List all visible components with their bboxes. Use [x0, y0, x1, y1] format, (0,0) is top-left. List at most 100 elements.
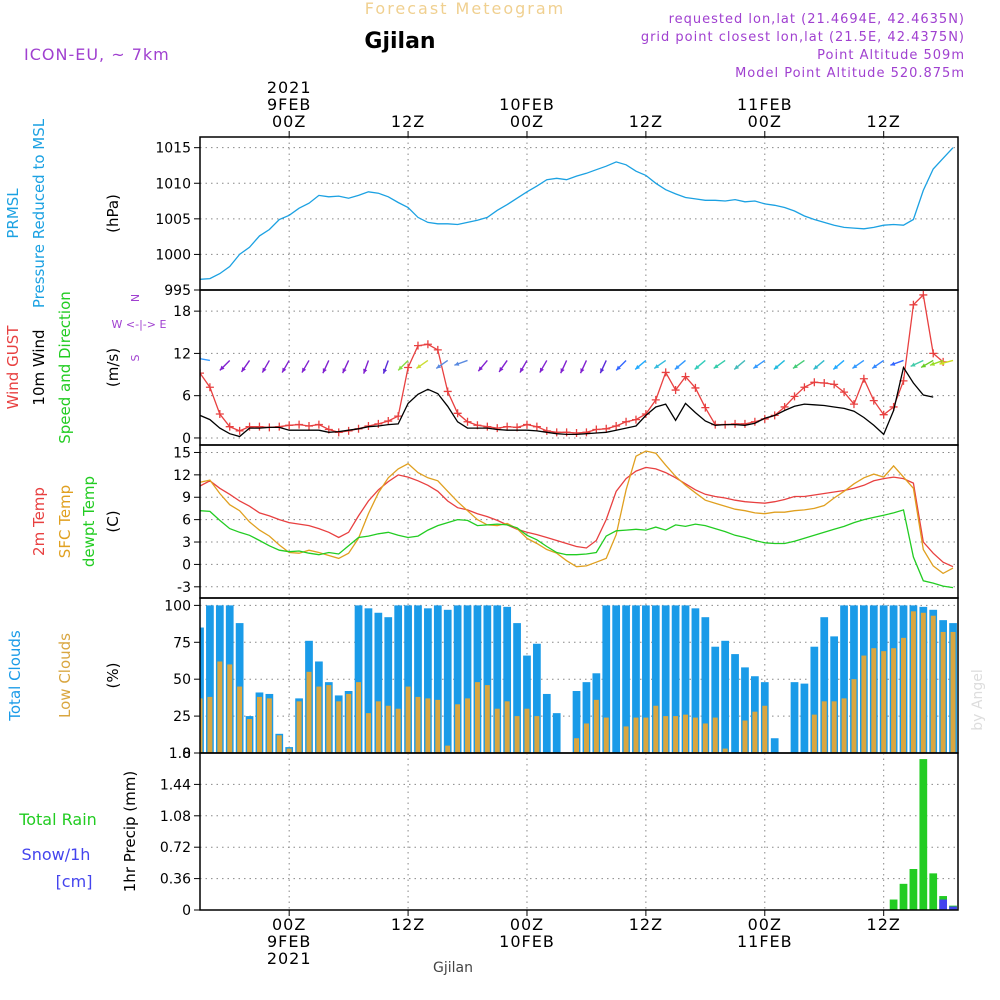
y-tick-label: 6: [182, 389, 191, 405]
bar-low-clouds: [901, 637, 906, 753]
bar-low-clouds: [200, 698, 203, 753]
compass-label: N: [129, 294, 142, 302]
bar-low-clouds: [583, 723, 589, 753]
bar-total-rain: [929, 873, 938, 910]
bar-total-clouds: [602, 605, 611, 753]
bottom-time-label: 9FEB: [267, 932, 311, 951]
y-tick-label: 0: [182, 746, 191, 762]
bottom-time-label: 12Z: [391, 915, 425, 934]
panel-label: Speed and Direction: [56, 291, 74, 444]
bar-total-clouds: [473, 605, 482, 753]
wind-arrow-head: [478, 366, 483, 372]
gust-marker: [285, 421, 294, 430]
bar-low-clouds: [415, 696, 421, 753]
gust-marker: [314, 420, 323, 429]
top-time-label: 12Z: [391, 112, 425, 131]
wind-arrow-head: [301, 367, 307, 373]
panel-label: 2m Temp: [30, 487, 48, 556]
y-tick-label: 0.72: [160, 840, 191, 856]
bar-low-clouds: [950, 631, 956, 753]
gust-marker: [612, 421, 621, 430]
gust-marker: [552, 428, 561, 437]
bar-low-clouds: [504, 701, 510, 753]
bar-low-clouds: [920, 612, 926, 753]
bar-total-clouds: [671, 605, 680, 753]
gust-marker: [413, 341, 422, 350]
gust-marker: [205, 383, 214, 392]
bar-low-clouds: [385, 705, 391, 753]
bar-low-clouds: [762, 705, 768, 753]
top-time-label: 10FEB: [499, 95, 555, 114]
top-time-label: 00Z: [510, 112, 544, 131]
gust-marker: [582, 428, 591, 437]
bottom-time-label: 10FEB: [499, 932, 555, 951]
bar-total-clouds: [463, 605, 472, 753]
panel-unit: 1hr Precip (mm): [121, 771, 139, 892]
bar-low-clouds: [692, 717, 698, 753]
y-tick-label: 0: [182, 557, 191, 573]
bar-low-clouds: [851, 679, 857, 753]
bar-low-clouds: [752, 711, 758, 753]
footer-location: Gjilan: [433, 960, 473, 976]
bar-total-clouds: [642, 605, 650, 753]
y-tick-label: 1000: [155, 247, 191, 263]
bar-low-clouds: [653, 705, 659, 753]
bar-low-clouds: [484, 685, 490, 753]
bar-low-clouds: [296, 701, 302, 753]
bar-low-clouds: [940, 631, 946, 753]
bar-low-clouds: [534, 716, 540, 753]
y-tick-label: 12: [173, 468, 191, 484]
bar-total-clouds: [483, 605, 492, 753]
bar-total-clouds: [424, 608, 432, 753]
bar-total-clouds: [810, 646, 819, 753]
y-tick-label: 0: [182, 903, 191, 919]
bar-low-clouds: [207, 696, 213, 753]
gust-marker: [433, 345, 442, 354]
wind-arrow-head: [282, 367, 287, 373]
bar-low-clouds: [574, 738, 579, 753]
panel-label: Total Rain: [18, 810, 97, 829]
wind-arrow-head: [654, 364, 660, 369]
wind-arrow-head: [241, 366, 246, 372]
bar-low-clouds: [821, 701, 827, 753]
bar-total-clouds: [404, 605, 412, 753]
bar-total-clouds: [661, 605, 670, 753]
gust-marker: [592, 425, 601, 434]
wind-arrow-head: [939, 360, 945, 366]
gust-marker: [661, 368, 670, 377]
line-sfc-temp: [200, 450, 954, 575]
gust-marker: [671, 386, 680, 395]
panel-clouds: 0 25 50 75 100 Total Clouds Low Clouds (%): [6, 597, 959, 762]
wind-arrow-head: [921, 363, 927, 368]
gust-marker: [562, 428, 571, 437]
y-tick-label: 1005: [155, 212, 191, 228]
bottom-time-label: 12Z: [629, 915, 663, 934]
wind-arrow-head: [833, 364, 839, 370]
line-wind-gust: [200, 293, 944, 434]
bar-snow-1h: [939, 899, 948, 910]
gust-marker: [384, 417, 393, 426]
bar-total-rain: [909, 869, 918, 910]
bar-low-clouds: [425, 698, 431, 753]
bar-low-clouds: [346, 693, 352, 753]
bar-low-clouds: [217, 661, 223, 753]
gust-marker: [602, 424, 611, 433]
y-tick-label: 100: [164, 598, 191, 614]
panel-label: dewpt Temp: [80, 476, 98, 567]
bar-total-clouds: [206, 605, 214, 753]
gust-marker: [691, 383, 700, 392]
panel-unit: (%): [104, 663, 122, 689]
bar-total-clouds: [513, 623, 521, 753]
wind-arrow-head: [560, 368, 565, 374]
panel-data: [200, 290, 954, 438]
top-time-label: 00Z: [272, 112, 306, 131]
compass-label: W <-|-> E: [112, 318, 167, 331]
gust-marker: [443, 387, 452, 396]
point-altitude: Point Altitude 509m: [817, 48, 965, 63]
bar-low-clouds: [306, 671, 312, 753]
panel-unit: (C): [104, 510, 122, 532]
gust-marker: [572, 429, 581, 438]
